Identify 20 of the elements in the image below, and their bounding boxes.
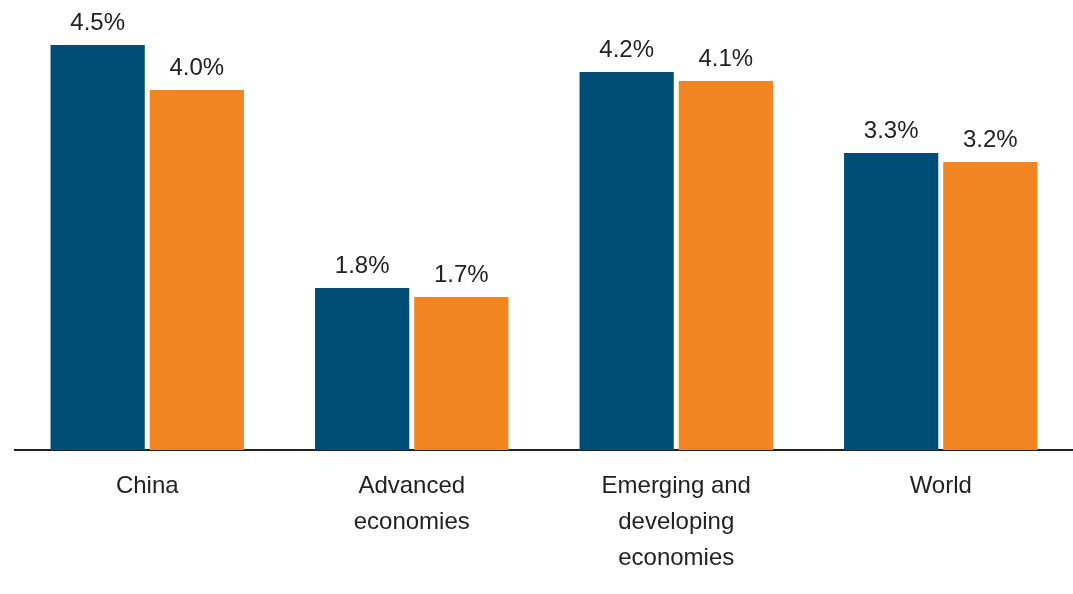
bar bbox=[678, 81, 773, 450]
x-tick-label: Emerging and developing economies bbox=[601, 470, 751, 570]
bar bbox=[50, 45, 145, 450]
x-tick-label: China bbox=[115, 470, 180, 498]
data-label: 1.8% bbox=[334, 250, 390, 278]
bar bbox=[315, 288, 410, 450]
data-label: 1.7% bbox=[433, 259, 489, 287]
bar bbox=[844, 153, 939, 450]
bar bbox=[943, 162, 1038, 450]
bar bbox=[579, 72, 674, 450]
data-label: 3.3% bbox=[863, 115, 919, 143]
data-label: 4.0% bbox=[169, 52, 225, 80]
data-label: 3.2% bbox=[962, 124, 1018, 152]
data-label: 4.1% bbox=[698, 43, 754, 71]
data-label: 4.5% bbox=[70, 7, 126, 35]
bar bbox=[149, 90, 244, 450]
data-label: 4.2% bbox=[599, 34, 655, 62]
x-tick-label: World bbox=[909, 470, 972, 498]
bar bbox=[414, 297, 509, 450]
x-tick-label: Advanced economies bbox=[353, 470, 470, 534]
